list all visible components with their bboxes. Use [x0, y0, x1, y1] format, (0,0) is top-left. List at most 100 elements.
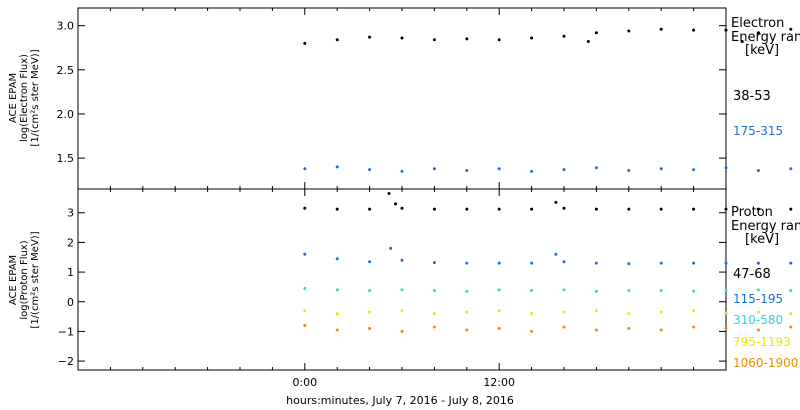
- electron-point-series-0: [465, 37, 469, 41]
- electron-point-series-0: [740, 40, 744, 44]
- electron-legend-subtitle: Energy range: [731, 30, 800, 45]
- proton-point-series-4: [400, 329, 404, 333]
- proton-point-series-1: [562, 260, 566, 264]
- proton-point-series-3: [400, 309, 404, 313]
- proton-point-series-4: [497, 326, 501, 330]
- proton-point-series-4: [659, 328, 663, 332]
- electron-point-series-1: [659, 167, 663, 171]
- proton-point-series-3: [756, 310, 760, 314]
- proton-point-series-1: [432, 261, 436, 265]
- proton-ytick-label: −1: [58, 325, 74, 338]
- electron-point-series-0: [756, 31, 760, 35]
- proton-legend-series-47-68: 47-68: [733, 267, 771, 282]
- x-axis-label: hours:minutes, July 7, 2016 - July 8, 20…: [286, 394, 514, 407]
- electron-point-series-1: [692, 168, 696, 172]
- electron-point-series-0: [724, 28, 728, 32]
- proton-point-series-4: [789, 325, 793, 329]
- proton-legend-series-1060-1900: 1060-1900: [733, 356, 798, 370]
- proton-point-series-2: [465, 289, 469, 293]
- proton-ytick-label: −2: [58, 355, 74, 368]
- proton-point-series-2: [789, 288, 793, 292]
- proton-point-series-1: [627, 262, 631, 266]
- electron-ytick-label: 1.5: [57, 152, 75, 165]
- proton-point-series-1: [368, 260, 372, 264]
- electron-point-series-1: [724, 166, 728, 170]
- proton-point-series-0: [497, 207, 501, 211]
- electron-point-series-1: [303, 167, 307, 171]
- proton-point-series-1: [303, 252, 307, 256]
- electron-point-series-1: [497, 167, 501, 171]
- proton-point-series-1: [789, 261, 793, 265]
- x-tick-label: 0:00: [292, 376, 317, 389]
- electron-point-series-1: [530, 169, 534, 173]
- proton-point-series-4: [432, 325, 436, 329]
- proton-point-series-0: [627, 207, 631, 211]
- electron-point-series-0: [586, 40, 590, 44]
- electron-point-series-0: [692, 28, 696, 32]
- electron-point-series-0: [594, 31, 598, 35]
- electron-ylabel-line-1: ACE EPAM: [8, 73, 19, 123]
- electron-point-series-0: [432, 38, 436, 42]
- proton-ylabel-line-3: [1/(cm²s ster MeV)]: [30, 231, 41, 328]
- proton-point-series-0: [387, 191, 391, 195]
- proton-point-series-1: [335, 257, 339, 261]
- proton-point-series-0: [554, 200, 558, 204]
- electron-point-series-0: [530, 36, 534, 40]
- electron-point-series-0: [335, 38, 339, 42]
- proton-point-series-2: [692, 289, 696, 293]
- proton-point-series-4: [724, 326, 728, 330]
- proton-point-series-1: [659, 261, 663, 265]
- proton-point-series-0: [335, 207, 339, 211]
- proton-point-series-2: [530, 288, 534, 292]
- electron-point-series-1: [368, 168, 372, 172]
- electron-point-series-1: [562, 168, 566, 172]
- proton-point-series-3: [562, 310, 566, 314]
- proton-point-series-4: [756, 328, 760, 332]
- electron-point-series-0: [627, 29, 631, 33]
- electron-point-series-1: [627, 168, 631, 172]
- proton-point-series-4: [627, 326, 631, 330]
- proton-point-series-3: [368, 310, 372, 314]
- proton-point-series-3: [432, 312, 436, 316]
- electron-ytick-label: 2.0: [57, 108, 75, 121]
- electron-point-series-1: [400, 169, 404, 173]
- electron-point-series-1: [756, 168, 760, 172]
- proton-point-series-0: [562, 206, 566, 210]
- electron-point-series-1: [465, 168, 469, 172]
- proton-point-series-4: [368, 326, 372, 330]
- proton-point-series-0: [756, 207, 760, 211]
- proton-point-series-2: [756, 288, 760, 292]
- proton-point-series-1: [530, 261, 534, 265]
- proton-point-series-1: [594, 261, 598, 265]
- proton-legend-series-115-195: 115-195: [733, 292, 783, 306]
- electron-ylabel-line-3: [1/(cm²s ster MeV)]: [30, 49, 41, 146]
- proton-point-series-0: [692, 207, 696, 211]
- electron-point-series-0: [497, 38, 501, 42]
- electron-point-series-1: [432, 167, 436, 171]
- proton-ylabel-line-1: ACE EPAM: [8, 255, 19, 305]
- proton-point-series-1: [497, 261, 501, 265]
- proton-legend-unit: [keV]: [745, 232, 779, 247]
- proton-point-series-3: [659, 310, 663, 314]
- proton-legend-title: Proton: [731, 205, 773, 220]
- proton-point-series-3: [692, 309, 696, 313]
- electron-point-series-1: [789, 167, 793, 171]
- proton-point-series-0: [789, 207, 793, 211]
- electron-point-series-0: [659, 27, 663, 31]
- proton-point-series-1: [692, 261, 696, 265]
- proton-point-series-2: [335, 288, 339, 292]
- proton-point-series-3: [335, 312, 339, 316]
- electron-point-series-0: [303, 41, 307, 45]
- proton-point-series-0: [303, 206, 307, 210]
- proton-point-series-0: [465, 207, 469, 211]
- electron-data-points: [303, 27, 793, 173]
- electron-point-series-0: [562, 34, 566, 38]
- proton-legend-series-795-1193: 795-1193: [733, 335, 791, 349]
- proton-point-series-4: [594, 328, 598, 332]
- proton-point-series-0: [659, 207, 663, 211]
- electron-ylabel-line-2: log(Electron Flux): [19, 54, 30, 142]
- electron-point-series-1: [335, 165, 339, 169]
- proton-point-series-1: [389, 246, 393, 250]
- proton-point-series-2: [432, 288, 436, 292]
